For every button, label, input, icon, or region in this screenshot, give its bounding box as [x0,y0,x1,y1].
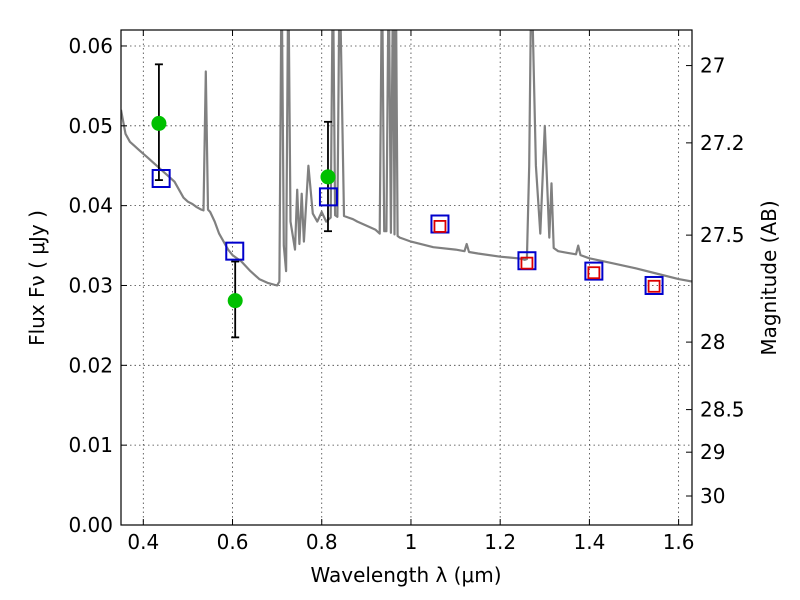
y-tick-label: 0.02 [68,353,113,377]
x-tick-label: 1.2 [484,530,516,554]
model-photometry-square [644,275,664,295]
x-tick-label: 0.6 [217,530,249,554]
model-photometry-alt-square [433,220,447,233]
spectrum-line [121,30,692,287]
right-tick-label: 28 [700,330,725,354]
grid [121,30,692,525]
y-tick-label: 0.01 [68,433,113,457]
right-tick-label: 29 [700,440,725,464]
x-axis-title: Wavelength λ (μm) [310,563,501,587]
x-tick-label: 1 [405,530,418,554]
y-tick-label: 0.04 [68,194,113,218]
x-tick-label: 0.8 [306,530,338,554]
axes: 0.4 0.6 0.8 1 1.2 1.4 1.6 0.00 0.01 0.02 0.03 0.04 0… [68,30,745,554]
y-tick-label: 0.05 [68,114,113,138]
y-axis-title: Flux Fν ( μJy ) [25,210,49,346]
model-photometry-square [318,187,338,207]
observed-point [151,115,167,131]
y-tick-label: 0.06 [68,34,113,58]
x-tick-label: 1.4 [573,530,605,554]
right-tick-label: 30 [700,484,725,508]
model-photometry-alt-square [520,256,534,270]
right-tick-label: 27.5 [700,223,745,247]
x-tick-label: 0.4 [127,530,159,554]
observed-point [320,169,336,185]
model-photometry-alt-square [647,279,661,293]
y-tick-label: 0.00 [68,513,113,537]
plot-area [121,30,692,339]
y-tick-label: 0.03 [68,273,113,297]
observed-point [227,293,243,309]
plot-frame [120,29,693,526]
model-photometry-square [225,241,245,261]
right-tick-label: 28.5 [700,398,745,422]
right-tick-label: 27.2 [700,131,745,155]
x-tick-label: 1.6 [663,530,695,554]
right-axis-title: Magnitude (AB) [757,200,781,355]
model-photometry-square [584,261,604,281]
model-photometry-alt-square [587,266,601,280]
right-tick-label: 27 [700,54,725,78]
model-photometry-square [151,169,171,188]
